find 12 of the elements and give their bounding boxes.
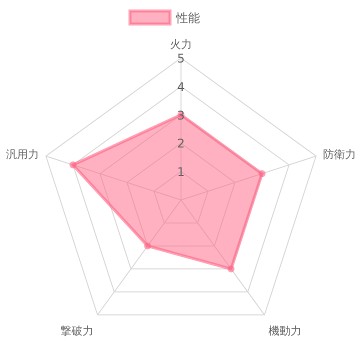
y-tick-label: 4 [177, 80, 185, 94]
spoke-label: 撃破力 [60, 324, 94, 338]
spoke-label: 汎用力 [6, 148, 40, 161]
legend: 性能 [128, 10, 200, 26]
spoke-label: 機動力 [268, 324, 302, 338]
legend-label: 性能 [175, 11, 200, 25]
spoke-label: 火力 [170, 38, 192, 51]
spoke-label: 防衛力 [322, 148, 356, 161]
y-tick-label: 3 [177, 108, 185, 122]
y-tick-label: 2 [177, 136, 185, 151]
y-tick-label: 1 [177, 165, 185, 180]
y-tick-label: 5 [177, 52, 185, 66]
